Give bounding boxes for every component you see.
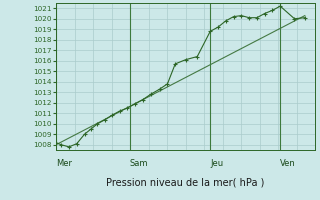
Text: Ven: Ven bbox=[280, 159, 296, 168]
Text: Sam: Sam bbox=[130, 159, 148, 168]
Text: Pression niveau de la mer( hPa ): Pression niveau de la mer( hPa ) bbox=[107, 178, 265, 188]
Text: Jeu: Jeu bbox=[210, 159, 223, 168]
Text: Mer: Mer bbox=[56, 159, 72, 168]
